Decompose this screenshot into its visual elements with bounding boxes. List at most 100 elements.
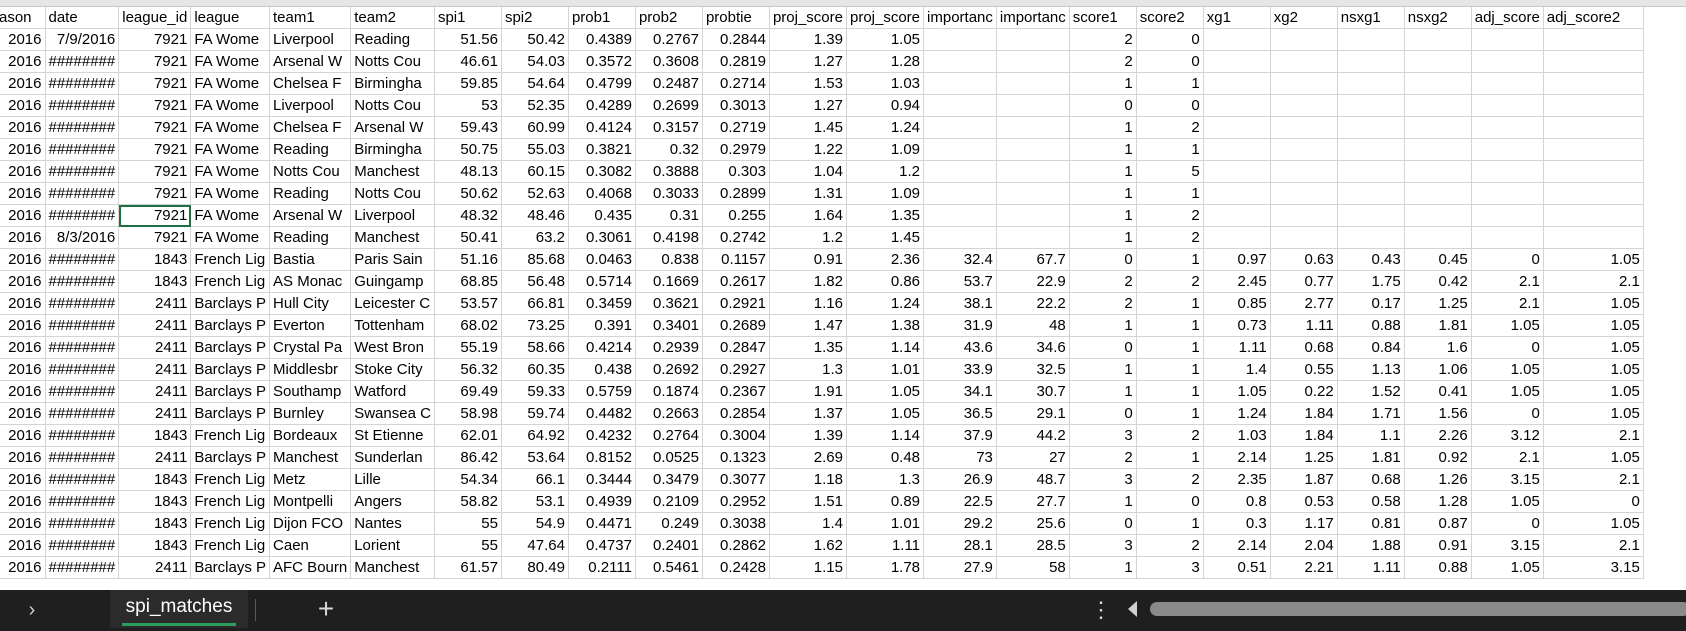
table-cell[interactable]: 0.4939 [568,490,636,513]
table-cell[interactable]: 54.9 [501,512,569,535]
table-cell[interactable] [996,160,1070,183]
table-cell[interactable]: Barclays P [190,314,271,337]
table-cell[interactable]: 0.2617 [702,270,770,293]
table-cell[interactable]: 59.85 [434,72,502,95]
table-cell[interactable]: ######## [45,336,120,359]
table-cell[interactable] [1471,182,1544,205]
table-cell[interactable]: 1.05 [1543,380,1644,403]
table-cell[interactable] [1270,116,1338,139]
table-cell[interactable] [1270,226,1338,249]
table-cell[interactable]: ######## [45,50,120,73]
table-cell[interactable] [1543,72,1644,95]
table-cell[interactable]: ######## [45,468,120,491]
table-cell[interactable]: 1.05 [1471,490,1544,513]
table-cell[interactable]: 58.66 [501,336,569,359]
table-cell[interactable]: 0.2921 [702,292,770,315]
table-cell[interactable]: 0.2939 [635,336,703,359]
table-cell[interactable]: 1.81 [1404,314,1472,337]
table-cell[interactable]: West Bron [350,336,435,359]
table-cell[interactable]: Liverpool [269,28,352,51]
table-cell[interactable]: Notts Cou [350,182,435,205]
table-cell[interactable]: Reading [269,182,352,205]
table-cell[interactable] [1203,72,1271,95]
column-header[interactable]: spi1 [434,7,502,29]
table-cell[interactable]: 48.46 [501,204,569,227]
table-cell[interactable]: AS Monac [269,270,352,293]
table-cell[interactable]: ######## [45,94,120,117]
table-cell[interactable]: FA Wome [190,94,271,117]
table-cell[interactable]: 2.21 [1270,556,1338,579]
table-cell[interactable] [1471,116,1544,139]
more-vertical-icon[interactable]: ⋮ [1090,597,1112,622]
table-cell[interactable]: 60.99 [501,116,569,139]
table-cell[interactable]: 2016 [0,424,46,447]
table-cell[interactable]: 2 [1069,446,1137,469]
table-cell[interactable]: 1.05 [1471,314,1544,337]
table-cell[interactable]: 26.9 [923,468,997,491]
table-cell[interactable]: 0.97 [1203,248,1271,271]
table-cell[interactable] [1404,138,1472,161]
table-cell[interactable]: 0.81 [1337,512,1405,535]
table-cell[interactable]: 8/3/2016 [45,226,120,249]
table-cell[interactable]: 2 [1136,424,1204,447]
table-cell[interactable]: 2 [1136,270,1204,293]
table-cell[interactable]: Barclays P [190,336,271,359]
table-cell[interactable]: FA Wome [190,160,271,183]
table-cell[interactable]: 1843 [118,512,192,535]
table-cell[interactable]: 2016 [0,94,46,117]
table-cell[interactable]: ######## [45,424,120,447]
table-cell[interactable]: 1.39 [769,424,847,447]
table-cell[interactable]: 2.77 [1270,292,1338,315]
table-cell[interactable]: 58 [996,556,1070,579]
table-cell[interactable]: ######## [45,402,120,425]
table-cell[interactable]: 1.51 [769,490,847,513]
table-cell[interactable]: 0.4232 [568,424,636,447]
table-cell[interactable]: 1.88 [1337,534,1405,557]
table-cell[interactable]: Swansea C [350,402,435,425]
table-cell[interactable]: 2411 [118,446,192,469]
table-cell[interactable]: Reading [350,28,435,51]
table-cell[interactable]: 80.49 [501,556,569,579]
table-cell[interactable]: 55 [434,512,502,535]
table-cell[interactable]: 1 [1069,116,1137,139]
table-cell[interactable]: 2016 [0,468,46,491]
table-cell[interactable]: 0 [1136,94,1204,117]
table-cell[interactable] [1543,204,1644,227]
table-cell[interactable]: 2016 [0,270,46,293]
table-cell[interactable]: 43.6 [923,336,997,359]
table-cell[interactable]: 0.43 [1337,248,1405,271]
table-cell[interactable] [923,138,997,161]
table-cell[interactable]: 0.1157 [702,248,770,271]
table-cell[interactable]: 2.36 [846,248,925,271]
table-cell[interactable]: 2.1 [1471,292,1544,315]
table-cell[interactable]: 2.1 [1543,468,1644,491]
table-cell[interactable]: Bastia [269,248,352,271]
table-cell[interactable] [1543,182,1644,205]
table-cell[interactable]: 2411 [118,380,192,403]
table-cell[interactable]: Bordeaux [269,424,352,447]
table-cell[interactable]: 2411 [118,556,192,579]
table-cell[interactable]: 1.45 [769,116,847,139]
table-cell[interactable]: 0.91 [1404,534,1472,557]
table-cell[interactable]: 0.391 [568,314,636,337]
table-cell[interactable]: 0.3821 [568,138,636,161]
table-cell[interactable]: 0.2854 [702,402,770,425]
table-cell[interactable]: 1.6 [1404,336,1472,359]
table-cell[interactable]: 2411 [118,402,192,425]
table-cell[interactable]: 0.51 [1203,556,1271,579]
column-header[interactable]: importanc [923,7,997,29]
table-cell[interactable]: 1.28 [846,50,925,73]
table-cell[interactable]: 0.2367 [702,380,770,403]
table-cell[interactable]: 1 [1136,446,1204,469]
column-header[interactable]: prob1 [568,7,636,29]
table-cell[interactable]: Everton [269,314,352,337]
table-cell[interactable]: 0.1669 [635,270,703,293]
table-cell[interactable] [1404,116,1472,139]
table-cell[interactable] [923,116,997,139]
table-cell[interactable]: 1.04 [769,160,847,183]
chevron-right-icon[interactable]: › [28,599,36,621]
table-cell[interactable]: Arsenal W [269,204,352,227]
column-header[interactable]: date [45,7,120,29]
table-cell[interactable] [996,138,1070,161]
table-cell[interactable]: 1.16 [769,292,847,315]
